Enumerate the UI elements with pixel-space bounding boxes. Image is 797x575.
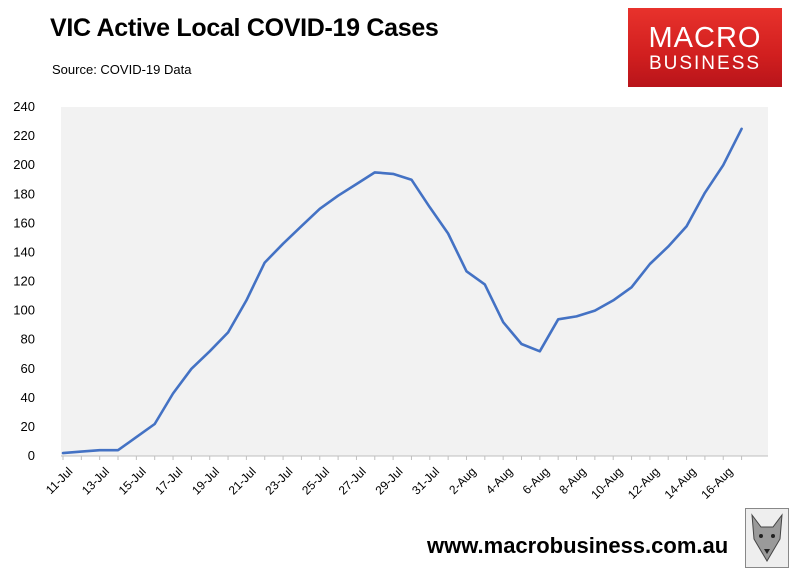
macrobusiness-logo: MACRO BUSINESS [628, 8, 782, 87]
y-tick-label: 80 [21, 332, 35, 347]
chart-title: VIC Active Local COVID-19 Cases [50, 14, 439, 42]
y-tick-label: 120 [13, 274, 35, 289]
y-tick-label: 20 [21, 419, 35, 434]
x-tick-label: 29-Jul [372, 464, 405, 497]
y-tick-label: 40 [21, 390, 35, 405]
x-tick-label: 12-Aug [625, 464, 662, 501]
y-tick-label: 160 [13, 215, 35, 230]
series-line [61, 127, 743, 455]
logo-line-1: MACRO [648, 22, 762, 54]
y-tick-label: 0 [28, 448, 35, 463]
x-tick-label: 27-Jul [336, 464, 369, 497]
x-tick-label: 31-Jul [409, 464, 442, 497]
wolf-logo-icon [745, 508, 789, 568]
x-tick-label: 6-Aug [520, 464, 553, 497]
x-tick-label: 17-Jul [152, 464, 185, 497]
y-tick-label: 200 [13, 157, 35, 172]
chart-source: Source: COVID-19 Data [52, 62, 192, 77]
x-tick-label: 15-Jul [116, 464, 149, 497]
x-tick-label: 23-Jul [262, 464, 295, 497]
x-tick-label: 21-Jul [226, 464, 259, 497]
y-tick-label: 140 [13, 244, 35, 259]
x-tick-label: 8-Aug [556, 464, 589, 497]
x-tick-label: 25-Jul [299, 464, 332, 497]
x-tick-label: 10-Aug [588, 464, 625, 501]
x-tick-label: 14-Aug [662, 464, 699, 501]
footer-url: www.macrobusiness.com.au [427, 533, 729, 558]
x-tick-label: 2-Aug [446, 464, 479, 497]
x-tick-label: 4-Aug [483, 464, 516, 497]
x-tick-label: 19-Jul [189, 464, 222, 497]
x-tick-label: 16-Aug [698, 464, 735, 501]
y-tick-label: 240 [13, 99, 35, 114]
plot-area [61, 107, 768, 456]
x-tick-label: 11-Jul [43, 464, 75, 496]
y-tick-label: 180 [13, 186, 35, 201]
y-tick-label: 60 [21, 361, 35, 376]
y-tick-label: 100 [13, 303, 35, 318]
x-tick-label: 13-Jul [79, 464, 112, 497]
y-tick-label: 220 [13, 128, 35, 143]
logo-line-2: BUSINESS [648, 53, 762, 74]
